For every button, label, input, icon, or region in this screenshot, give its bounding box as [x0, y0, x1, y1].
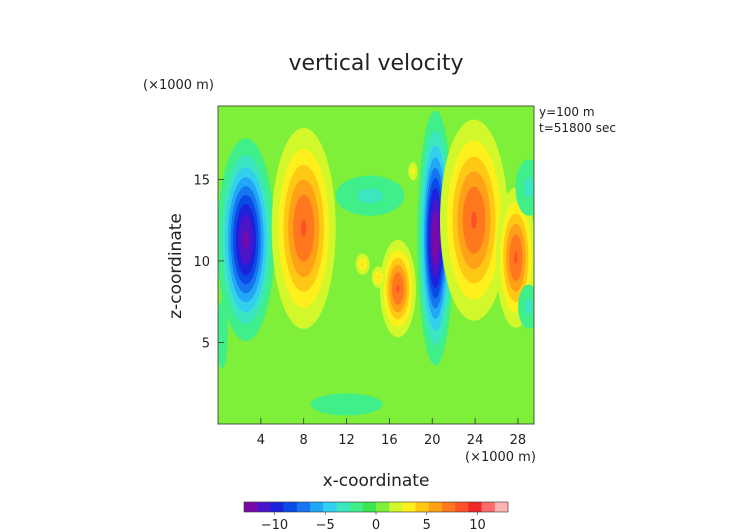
contour-level	[411, 167, 415, 175]
x-axis-label: x-coordinate	[323, 471, 430, 491]
colorbar-swatch	[283, 502, 298, 512]
contour-level	[431, 211, 440, 265]
x-axis-unit: (×1000 m)	[465, 450, 536, 465]
annotation-y-position: y=100 m	[539, 105, 595, 119]
contour-level	[471, 211, 477, 229]
colorbar-swatch	[442, 502, 456, 512]
contour-level	[218, 299, 228, 369]
contour-level	[377, 276, 380, 279]
colorbar-swatch	[481, 502, 496, 512]
contour-feature	[518, 284, 534, 329]
colorbar-tick-label: 10	[469, 518, 486, 532]
chart-title: vertical velocity	[288, 51, 463, 76]
colorbar-swatch	[244, 502, 258, 512]
x-axis-ticks: 4 8 12 16 20 24 28	[257, 418, 526, 448]
colorbar-tick-label: 0	[372, 518, 380, 532]
contour-level	[396, 284, 400, 293]
y-tick-label: 10	[193, 255, 210, 270]
contour-level	[361, 263, 364, 266]
contour-level	[300, 219, 307, 237]
colorbar-swatch	[455, 502, 469, 512]
contour-plot-area	[218, 106, 534, 424]
contour-level	[357, 188, 383, 204]
colorbar-tick-label: −5	[316, 518, 335, 532]
colorbar-swatch	[310, 502, 324, 512]
contour-feature	[355, 253, 370, 275]
colorbar-swatch	[362, 502, 377, 512]
contour-feature	[408, 162, 418, 181]
colorbar-swatch	[349, 502, 364, 512]
colorbar-tick-label: −10	[261, 518, 288, 532]
contour-feature	[335, 175, 405, 216]
contour-fill	[218, 110, 534, 416]
x-tick-label: 12	[338, 433, 355, 448]
x-tick-label: 28	[510, 433, 527, 448]
contour-feature	[218, 299, 228, 369]
y-axis-label: z-coordinate	[166, 213, 186, 319]
y-tick-label: 15	[193, 173, 210, 188]
contour-feature	[218, 138, 275, 342]
x-tick-label: 20	[424, 433, 441, 448]
contour-level	[310, 393, 383, 416]
x-tick-label: 4	[257, 433, 265, 448]
colorbar-ticks: −10 −5 0 5 10	[261, 512, 486, 532]
colorbar-swatch	[402, 502, 416, 512]
colorbar-swatch	[323, 502, 337, 512]
colorbar-swatch	[415, 502, 430, 512]
y-axis-ticks: 5 10 15	[193, 173, 224, 351]
colorbar-swatch	[494, 502, 509, 512]
contour-feature	[379, 239, 416, 338]
annotation-time: t=51800 sec	[539, 121, 616, 135]
colorbar-tick-label: 5	[423, 518, 431, 532]
colorbar-swatch	[257, 502, 271, 512]
plot-frame	[217, 105, 535, 425]
contour-feature	[515, 159, 534, 216]
colorbar-swatch	[296, 502, 311, 512]
contour-level	[523, 177, 534, 199]
contour-feature	[440, 119, 509, 321]
contour-level	[243, 230, 249, 249]
x-tick-label: 16	[381, 433, 398, 448]
contour-level	[524, 298, 533, 315]
contour-feature	[371, 266, 386, 288]
y-tick-label: 5	[202, 336, 210, 351]
y-axis-unit: (×1000 m)	[143, 78, 214, 93]
x-tick-label: 8	[300, 433, 308, 448]
colorbar-swatch	[376, 502, 390, 512]
colorbar-swatch	[389, 502, 403, 512]
colorbar-swatch	[428, 502, 443, 512]
colorbar-swatch	[336, 502, 350, 512]
x-tick-label: 24	[467, 433, 484, 448]
colorbar-swatch	[270, 502, 284, 512]
contour-level	[514, 251, 518, 264]
contour-feature	[310, 393, 383, 416]
contour-feature	[271, 127, 336, 329]
colorbar	[243, 501, 509, 513]
colorbar-swatch	[468, 502, 482, 512]
